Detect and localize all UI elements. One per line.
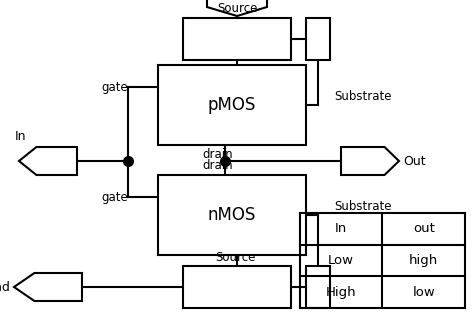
Text: drain: drain [202,159,233,172]
Bar [158,65,306,145]
Polygon shape [14,273,82,301]
Text: out: out [413,222,435,235]
Text: drain: drain [202,148,233,161]
Text: low: low [412,286,435,299]
Text: Out: Out [403,155,426,167]
Polygon shape [19,147,77,175]
Text: gate: gate [101,191,128,204]
Text: pMOS: pMOS [208,96,256,114]
Text: Source: Source [217,2,257,15]
Polygon shape [207,0,267,16]
Text: In: In [335,222,347,235]
Text: Substrate: Substrate [334,200,392,213]
Text: In: In [15,130,27,143]
Polygon shape [341,147,399,175]
Bar [158,175,306,255]
Bar [306,18,330,60]
Text: Low: Low [328,254,354,267]
Bar [183,266,291,308]
Text: High: High [326,286,356,299]
Text: gate: gate [101,81,128,94]
Bar [306,266,330,308]
Text: gnd: gnd [0,280,10,293]
Text: Substrate: Substrate [334,90,392,103]
Bar [183,18,291,60]
Text: nMOS: nMOS [208,206,256,224]
Text: high: high [409,254,438,267]
Text: Source: Source [215,251,256,264]
